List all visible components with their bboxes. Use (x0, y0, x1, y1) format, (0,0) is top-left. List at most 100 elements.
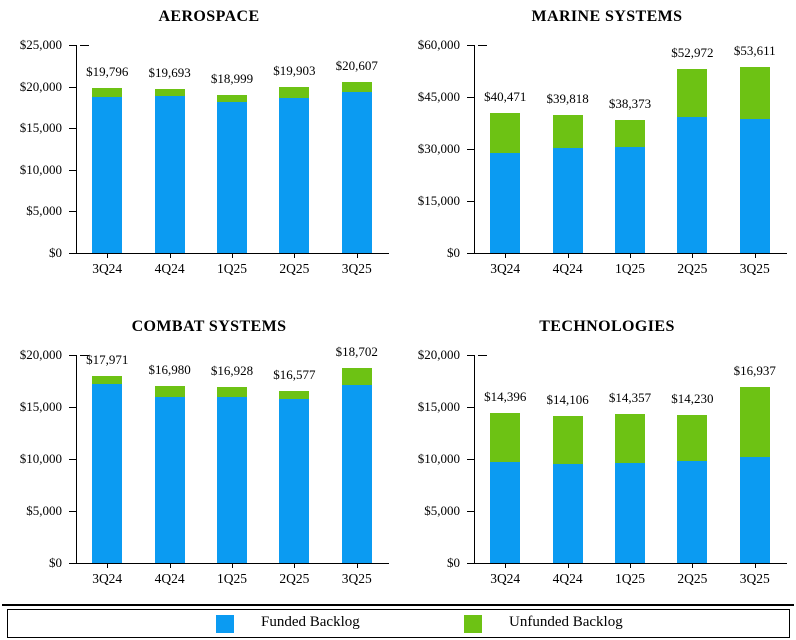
x-axis-tick-mark (356, 254, 358, 258)
stacked-bar-3Q24 (92, 376, 123, 563)
bar-total-label: $16,980 (148, 362, 191, 378)
y-axis-top-tick-mark (478, 355, 487, 356)
unfunded-backlog-segment (552, 114, 583, 148)
x-axis-tick-mark (505, 564, 507, 568)
y-axis-tick-label: $15,000 (417, 399, 460, 414)
y-axis-tick-mark (467, 201, 474, 202)
chart-marine-systems: MARINE SYSTEMS $0 $15,000 $30,000 $45,000 $60… (398, 0, 796, 310)
funded-backlog-legend-label: Funded Backlog (261, 614, 360, 630)
x-axis-tick-mark (107, 254, 109, 258)
bar-total-label: $14,396 (484, 389, 527, 405)
bar-total-label: $20,607 (335, 57, 378, 73)
y-axis-tick-mark (467, 563, 474, 564)
y-axis-tick-label: $0 (447, 245, 460, 260)
unfunded-backlog-segment (615, 119, 645, 147)
bar-total-label: $19,693 (148, 65, 191, 81)
x-axis-tick-mark (169, 564, 171, 568)
funded-backlog-segment (677, 117, 708, 253)
bar-total-label: $38,373 (608, 95, 652, 111)
y-axis-tick-mark (69, 253, 76, 254)
funded-backlog-segment (615, 463, 645, 563)
plot-area (474, 45, 787, 254)
x-axis-tick-mark (232, 564, 233, 568)
x-axis-category-label: 3Q25 (739, 261, 770, 276)
unfunded-backlog-segment (341, 81, 372, 92)
bar-total-label: $53,611 (733, 43, 776, 59)
y-axis-tick-label: $25,000 (19, 37, 62, 52)
unfunded-backlog-segment (217, 94, 247, 103)
stacked-bar-4Q24 (154, 386, 185, 563)
x-axis-category-label: 4Q24 (552, 261, 583, 276)
x-axis-tick-mark (169, 254, 171, 258)
x-axis-category-label: 3Q24 (490, 571, 521, 586)
unfunded-backlog-segment (615, 413, 645, 464)
stacked-bar-3Q24 (490, 413, 521, 563)
y-axis-tick-label: $15,000 (417, 193, 460, 208)
stacked-bar-3Q25 (341, 81, 372, 253)
y-axis-tick-mark (69, 211, 76, 213)
x-axis-tick-mark (692, 254, 694, 258)
funded-backlog-segment (677, 461, 708, 563)
unfunded-backlog-segment (92, 376, 123, 385)
y-axis-tick-mark (69, 563, 76, 564)
unfunded-backlog-segment (739, 67, 770, 119)
y-axis-top-tick-mark (80, 45, 89, 46)
funded-backlog-segment (739, 118, 770, 253)
y-axis-tick-label: $0 (49, 245, 62, 260)
x-axis-category-label: 1Q25 (217, 261, 247, 276)
unfunded-backlog-segment (154, 89, 185, 96)
y-axis-top-tick-mark (80, 355, 89, 356)
stacked-bar-4Q24 (552, 416, 583, 563)
x-axis-tick-mark (754, 254, 756, 258)
y-axis-tick-mark (467, 355, 474, 356)
y-axis-tick-label: $60,000 (417, 37, 460, 52)
funded-backlog-segment (154, 95, 185, 253)
unfunded-backlog-swatch-icon (464, 615, 482, 633)
bar-total-label: $14,230 (671, 391, 714, 406)
bar-total-label: $16,937 (733, 362, 776, 378)
legend: Funded Backlog Unfunded Backlog (7, 609, 790, 638)
y-axis-tick-mark (69, 511, 76, 512)
x-axis-tick-mark (356, 564, 358, 568)
stacked-bar-3Q25 (341, 368, 372, 563)
y-axis-tick-label: $20,000 (19, 78, 62, 94)
x-axis-category-label: 2Q25 (677, 261, 708, 276)
y-axis-top-tick-mark (478, 45, 487, 46)
x-axis-category-label: 2Q25 (677, 571, 708, 586)
x-axis-category-label: 3Q25 (739, 571, 770, 586)
x-axis-tick-mark (754, 564, 756, 568)
x-axis-tick-mark (692, 564, 694, 568)
y-axis-tick-label: $20,000 (417, 347, 460, 362)
chart-title: TECHNOLOGIES (539, 318, 675, 335)
chart-title: MARINE SYSTEMS (531, 8, 683, 25)
unfunded-backlog-segment (490, 413, 521, 463)
x-axis-category-label: 3Q24 (92, 571, 123, 586)
unfunded-backlog-segment (739, 386, 770, 457)
stacked-bar-1Q25 (217, 94, 247, 253)
funded-backlog-segment (341, 385, 372, 563)
y-axis-tick-label: $15,000 (19, 120, 62, 136)
x-axis-category-label: 3Q25 (341, 261, 372, 276)
x-axis-tick-mark (567, 564, 569, 568)
y-axis-tick-label: $15,000 (19, 399, 62, 414)
y-axis-tick-mark (69, 45, 76, 46)
x-axis-category-label: 1Q25 (615, 261, 645, 276)
x-axis-tick-mark (630, 564, 631, 568)
bar-total-label: $18,999 (210, 70, 254, 86)
stacked-bar-3Q25 (739, 386, 770, 563)
plot-area (474, 355, 787, 564)
funded-backlog-segment (490, 462, 521, 563)
funded-backlog-segment (92, 96, 123, 253)
funded-backlog-segment (279, 98, 310, 253)
unfunded-backlog-segment (341, 368, 372, 386)
plot-area (76, 45, 389, 254)
x-axis-tick-mark (294, 564, 296, 568)
stacked-bar-2Q25 (677, 69, 708, 253)
unfunded-backlog-segment (677, 415, 708, 462)
funded-backlog-swatch-icon (216, 615, 234, 633)
y-axis-tick-label: $45,000 (417, 89, 460, 104)
stacked-bar-3Q25 (739, 67, 770, 253)
funded-backlog-segment (341, 91, 372, 253)
y-axis-tick-mark (467, 45, 474, 46)
